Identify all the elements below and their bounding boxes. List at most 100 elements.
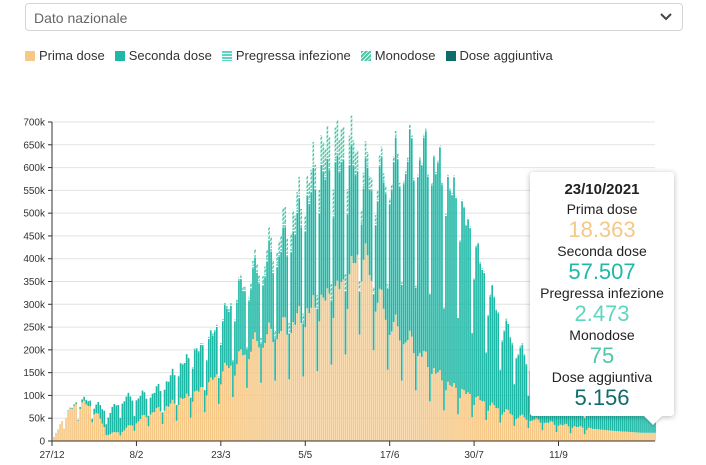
bar-prima — [593, 429, 596, 441]
bar-pregressa — [201, 343, 204, 346]
bar-seconda — [77, 419, 79, 421]
bar-seconda — [390, 190, 393, 332]
bar-seconda — [103, 410, 106, 428]
bar-monodose — [402, 180, 405, 183]
bar-pregressa — [181, 363, 184, 365]
bar-seconda — [427, 176, 429, 368]
bar-monodose — [306, 175, 309, 192]
bar-pregressa — [284, 222, 286, 228]
bar-pregressa — [517, 354, 520, 356]
bar-prima — [515, 418, 518, 441]
bar-prima — [294, 324, 297, 441]
bar-prima — [459, 398, 461, 441]
bar-seconda — [286, 256, 288, 335]
bar-pregressa — [406, 159, 409, 162]
bar-pregressa — [232, 360, 234, 362]
legend-item-monodose[interactable]: Monodose — [360, 48, 436, 63]
bar-prima — [328, 293, 331, 441]
bar-prima — [306, 308, 309, 441]
bar-prima — [609, 430, 612, 441]
bar-seconda — [133, 416, 136, 431]
bar-prima — [449, 385, 451, 441]
bar-seconda — [322, 172, 325, 298]
bar-prima — [169, 403, 172, 441]
bar-seconda — [248, 301, 250, 360]
bar-seconda — [628, 405, 630, 432]
bar-seconda — [157, 383, 160, 407]
bar-prima — [141, 415, 144, 441]
bar-pregressa — [427, 174, 429, 177]
bar-prima — [79, 408, 81, 441]
bar-prima — [213, 377, 216, 441]
bar-prima — [173, 403, 176, 441]
bar-pregressa — [493, 296, 496, 298]
bar-monodose — [398, 182, 401, 186]
bar-pregressa — [195, 347, 198, 350]
bar-prima — [517, 417, 520, 441]
bar-seconda — [451, 195, 453, 387]
y-tick-label: 100k — [23, 391, 46, 402]
bar-seconda — [185, 354, 188, 394]
x-tick-label: 17/6 — [380, 450, 400, 461]
bar-seconda — [209, 330, 212, 378]
bar-prima — [380, 289, 383, 441]
bar-prima — [491, 402, 494, 441]
y-tick-label: 500k — [23, 209, 46, 220]
legend-item-prima[interactable]: Prima dose — [25, 48, 105, 63]
bar-monodose — [354, 152, 357, 172]
bar-monodose — [408, 124, 411, 128]
bar-prima — [388, 334, 391, 441]
bar-prima — [400, 380, 403, 441]
bar-seconda — [527, 395, 530, 429]
bar-prima — [620, 431, 622, 441]
legend-label-monodose: Monodose — [374, 48, 436, 63]
bar-prima — [445, 390, 447, 441]
bar-seconda — [224, 305, 226, 363]
bar-pregressa — [421, 163, 423, 166]
bar-monodose — [262, 276, 264, 283]
bar-pregressa — [260, 341, 262, 344]
bar-prima — [605, 430, 608, 441]
bar-prima — [121, 432, 124, 441]
bar-seconda — [264, 277, 266, 344]
bar-prima — [171, 399, 174, 441]
bar-prima — [139, 419, 142, 441]
bar-monodose — [330, 284, 333, 300]
tooltip-monodose-label: Monodose — [569, 327, 635, 343]
bar-pregressa — [368, 186, 371, 190]
bar-prima — [513, 425, 516, 441]
bar-seconda — [410, 138, 413, 337]
bar-pregressa — [463, 206, 465, 208]
bar-monodose — [288, 323, 290, 332]
legend-item-pregressa[interactable]: Pregressa infezione — [221, 48, 351, 63]
bar-prima — [469, 394, 471, 441]
bar-prima — [531, 420, 534, 441]
region-select[interactable]: Dato nazionale — [25, 3, 683, 31]
bar-monodose — [260, 338, 262, 342]
bar-seconda — [153, 392, 156, 413]
bar-prima — [392, 322, 395, 441]
bar-prima — [565, 423, 568, 441]
bar-prima — [497, 408, 500, 441]
bar-prima — [113, 431, 116, 441]
bar-prima — [282, 317, 284, 441]
y-tick-label: 350k — [23, 277, 46, 288]
bar-monodose — [246, 346, 248, 348]
legend-item-seconda[interactable]: Seconda dose — [114, 48, 212, 63]
bar-seconda — [89, 400, 92, 407]
bar-monodose — [447, 174, 449, 176]
bar-prima — [642, 432, 644, 441]
bar-prima — [163, 410, 166, 441]
bar-monodose — [396, 153, 399, 157]
legend-item-aggiuntiva[interactable]: Dose aggiuntiva — [445, 48, 553, 63]
bar-prima — [521, 414, 524, 441]
bar-seconda — [499, 370, 502, 423]
bar-seconda — [91, 418, 94, 423]
bar-monodose — [449, 188, 451, 190]
bar-seconda — [441, 185, 443, 381]
bar-pregressa — [254, 253, 256, 258]
bar-seconda — [81, 399, 83, 403]
bar-seconda — [509, 338, 512, 414]
bar-seconda — [624, 405, 626, 432]
bar-prima — [595, 429, 598, 441]
